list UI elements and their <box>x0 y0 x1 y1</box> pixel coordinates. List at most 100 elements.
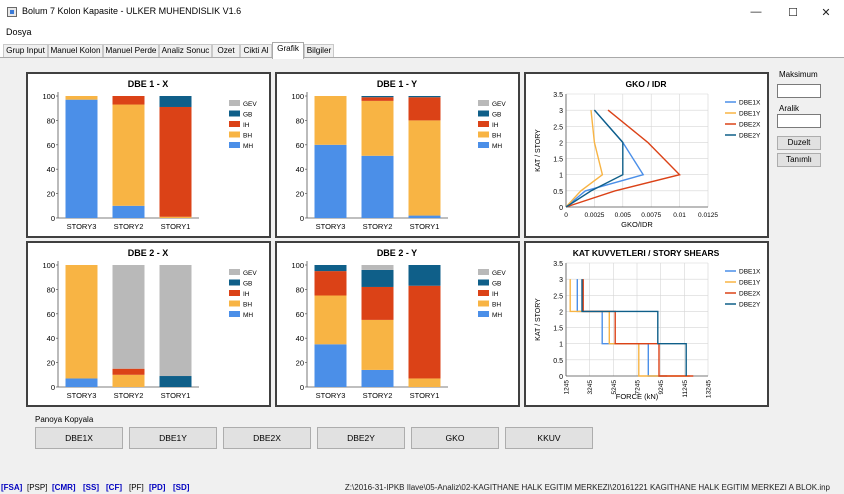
x-tick-label: 0.01 <box>673 212 686 219</box>
y-tick-label: 0.5 <box>553 189 563 196</box>
legend-label-dbe2x: DBE2X <box>739 122 761 129</box>
bar-bh-story3 <box>65 265 98 379</box>
bar-bh-story1 <box>159 216 192 218</box>
app-icon <box>7 7 17 17</box>
legend-label-mh: MH <box>492 143 502 150</box>
bar-ih-story2 <box>361 286 394 320</box>
x-tick-label: 0.0025 <box>584 212 604 219</box>
legend-swatch-mh <box>229 311 240 317</box>
x-tick-label: STORY1 <box>410 222 440 231</box>
status-pd[interactable]: [PD] <box>149 483 166 492</box>
chart-dbe1x: DBE 1 - X 0 20 40 60 80 100 STORY3 STORY2 STORY1 G… <box>42 79 257 231</box>
status-sd[interactable]: [SD] <box>173 483 190 492</box>
copy-dbe2x-button[interactable]: DBE2X <box>223 427 311 449</box>
x-tick-label: 1245 <box>564 380 571 395</box>
chart-story-shears: KAT KUVVETLERI / STORY SHEARS 0 0.5 1 1.5 2 2.… <box>535 248 761 401</box>
legend-swatch-gb <box>478 110 489 117</box>
maximize-button[interactable]: ☐ <box>788 6 798 19</box>
x-axis-label: GKO/IDR <box>621 220 653 229</box>
bar-ih-story3 <box>314 271 347 296</box>
legend-swatch-ih <box>229 290 240 296</box>
copy-dbe1x-button[interactable]: DBE1X <box>35 427 123 449</box>
chart-dbe2y: DBE 2 - Y 0 20 40 60 80 100 STORY3 STORY2 STORY1 G… <box>291 248 506 400</box>
y-tick-label: 60 <box>47 310 55 319</box>
x-tick-label: STORY1 <box>161 391 191 400</box>
bar-ih-story1 <box>159 106 192 217</box>
bar-gb-story1 <box>159 96 192 107</box>
define-button[interactable]: Tanımlı <box>777 153 821 167</box>
legend-label-dbe2x: DBE2X <box>739 291 761 298</box>
y-tick-label: 100 <box>291 92 304 101</box>
status-cmr[interactable]: [CMR] <box>52 483 76 492</box>
chart-panel-gko: GKO / IDR 0 0.5 1 1.5 2 2.5 3 3.5 0 0.0025 0.005 0.0… <box>524 72 769 238</box>
legend-label-gev: GEV <box>492 101 506 108</box>
legend-swatch-mh <box>478 142 489 148</box>
status-psp[interactable]: [PSP] <box>27 483 48 492</box>
copy-dbe2y-button[interactable]: DBE2Y <box>317 427 405 449</box>
y-tick-label: 1.5 <box>553 157 563 164</box>
tab-manuel-perde[interactable]: Manuel Perde <box>103 44 159 58</box>
y-tick-label: 3.5 <box>553 92 563 99</box>
copy-gko-button[interactable]: GKO <box>411 427 499 449</box>
status-fsa[interactable]: [FSA] <box>1 483 23 492</box>
chart-title: DBE 1 - X <box>128 79 169 89</box>
minimize-button[interactable]: — <box>750 6 762 18</box>
status-pf[interactable]: [PF] <box>129 483 144 492</box>
x-tick-label: 13245 <box>706 380 713 398</box>
y-tick-label: 2.5 <box>553 124 563 131</box>
interval-input[interactable] <box>777 114 821 128</box>
legend-label-dbe2y: DBE2Y <box>739 302 761 309</box>
y-axis-label: KAT / STORY <box>535 129 542 172</box>
bar-bh-story2 <box>361 319 394 370</box>
tab-manuel-kolon[interactable]: Manuel Kolon <box>48 44 103 58</box>
bar-gev-story2 <box>112 265 145 369</box>
bar-bh-story1 <box>408 378 441 387</box>
bar-bh-story2 <box>112 104 145 206</box>
x-tick-label: STORY3 <box>67 222 97 231</box>
close-button[interactable]: ✕ <box>821 6 831 19</box>
bar-ih-story2 <box>112 368 145 375</box>
bar-bh-story3 <box>314 96 347 145</box>
y-tick-label: 3 <box>559 277 563 284</box>
x-tick-label: 9245 <box>658 380 665 395</box>
max-input[interactable] <box>777 84 821 98</box>
status-cf[interactable]: [CF] <box>106 483 122 492</box>
legend-swatch-bh <box>229 131 240 138</box>
legend-label-dbe1x: DBE1X <box>739 100 761 107</box>
chart-dbe1y: DBE 1 - Y 0 20 40 60 80 100 STORY3 STORY2 STORY1 G… <box>291 79 506 231</box>
bar-mh-story3 <box>65 378 98 387</box>
series-line-dbe2y <box>565 109 624 208</box>
tab-bilgiler[interactable]: Bilgiler <box>304 44 334 58</box>
copy-dbe1y-button[interactable]: DBE1Y <box>129 427 217 449</box>
tab-ozet[interactable]: Ozet <box>212 44 240 58</box>
max-label: Maksimum <box>779 70 818 79</box>
x-tick-label: 0.0075 <box>641 212 661 219</box>
y-tick-label: 60 <box>296 141 304 150</box>
bar-gb-story1 <box>408 265 441 286</box>
bar-ih-story2 <box>112 96 145 105</box>
legend-label-dbe1x: DBE1X <box>739 269 761 276</box>
copy-kkuv-button[interactable]: KKUV <box>505 427 593 449</box>
tab-strip: Grup Input Manuel Kolon Manuel Perde Ana… <box>0 42 844 59</box>
legend-swatch-gb <box>229 110 240 117</box>
tab-grup-input[interactable]: Grup Input <box>3 44 48 58</box>
menu-file[interactable]: Dosya <box>6 27 32 37</box>
bar-mh-story3 <box>314 344 347 387</box>
tab-cikti-al[interactable]: Cikti Al <box>240 44 272 58</box>
legend-label-ih: IH <box>243 291 250 298</box>
status-ss[interactable]: [SS] <box>83 483 99 492</box>
x-axis-label: FORCE (kN) <box>616 392 659 401</box>
tab-grafik[interactable]: Grafik <box>272 42 304 59</box>
legend-label-gb: GB <box>243 281 252 288</box>
bar-bh-story2 <box>361 100 394 156</box>
chart-title: DBE 2 - Y <box>377 248 417 258</box>
legend-swatch-gev <box>478 269 489 275</box>
x-tick-label: 3245 <box>587 380 594 395</box>
fix-button[interactable]: Duzelt <box>777 136 821 150</box>
tab-analiz-sonuc[interactable]: Analiz Sonuc <box>159 44 212 58</box>
x-tick-label: STORY2 <box>114 222 144 231</box>
y-tick-label: 40 <box>296 165 304 174</box>
series-line-dbe2y <box>581 279 687 376</box>
x-tick-label: 0 <box>564 212 568 219</box>
legend-label-bh: BH <box>492 302 501 309</box>
